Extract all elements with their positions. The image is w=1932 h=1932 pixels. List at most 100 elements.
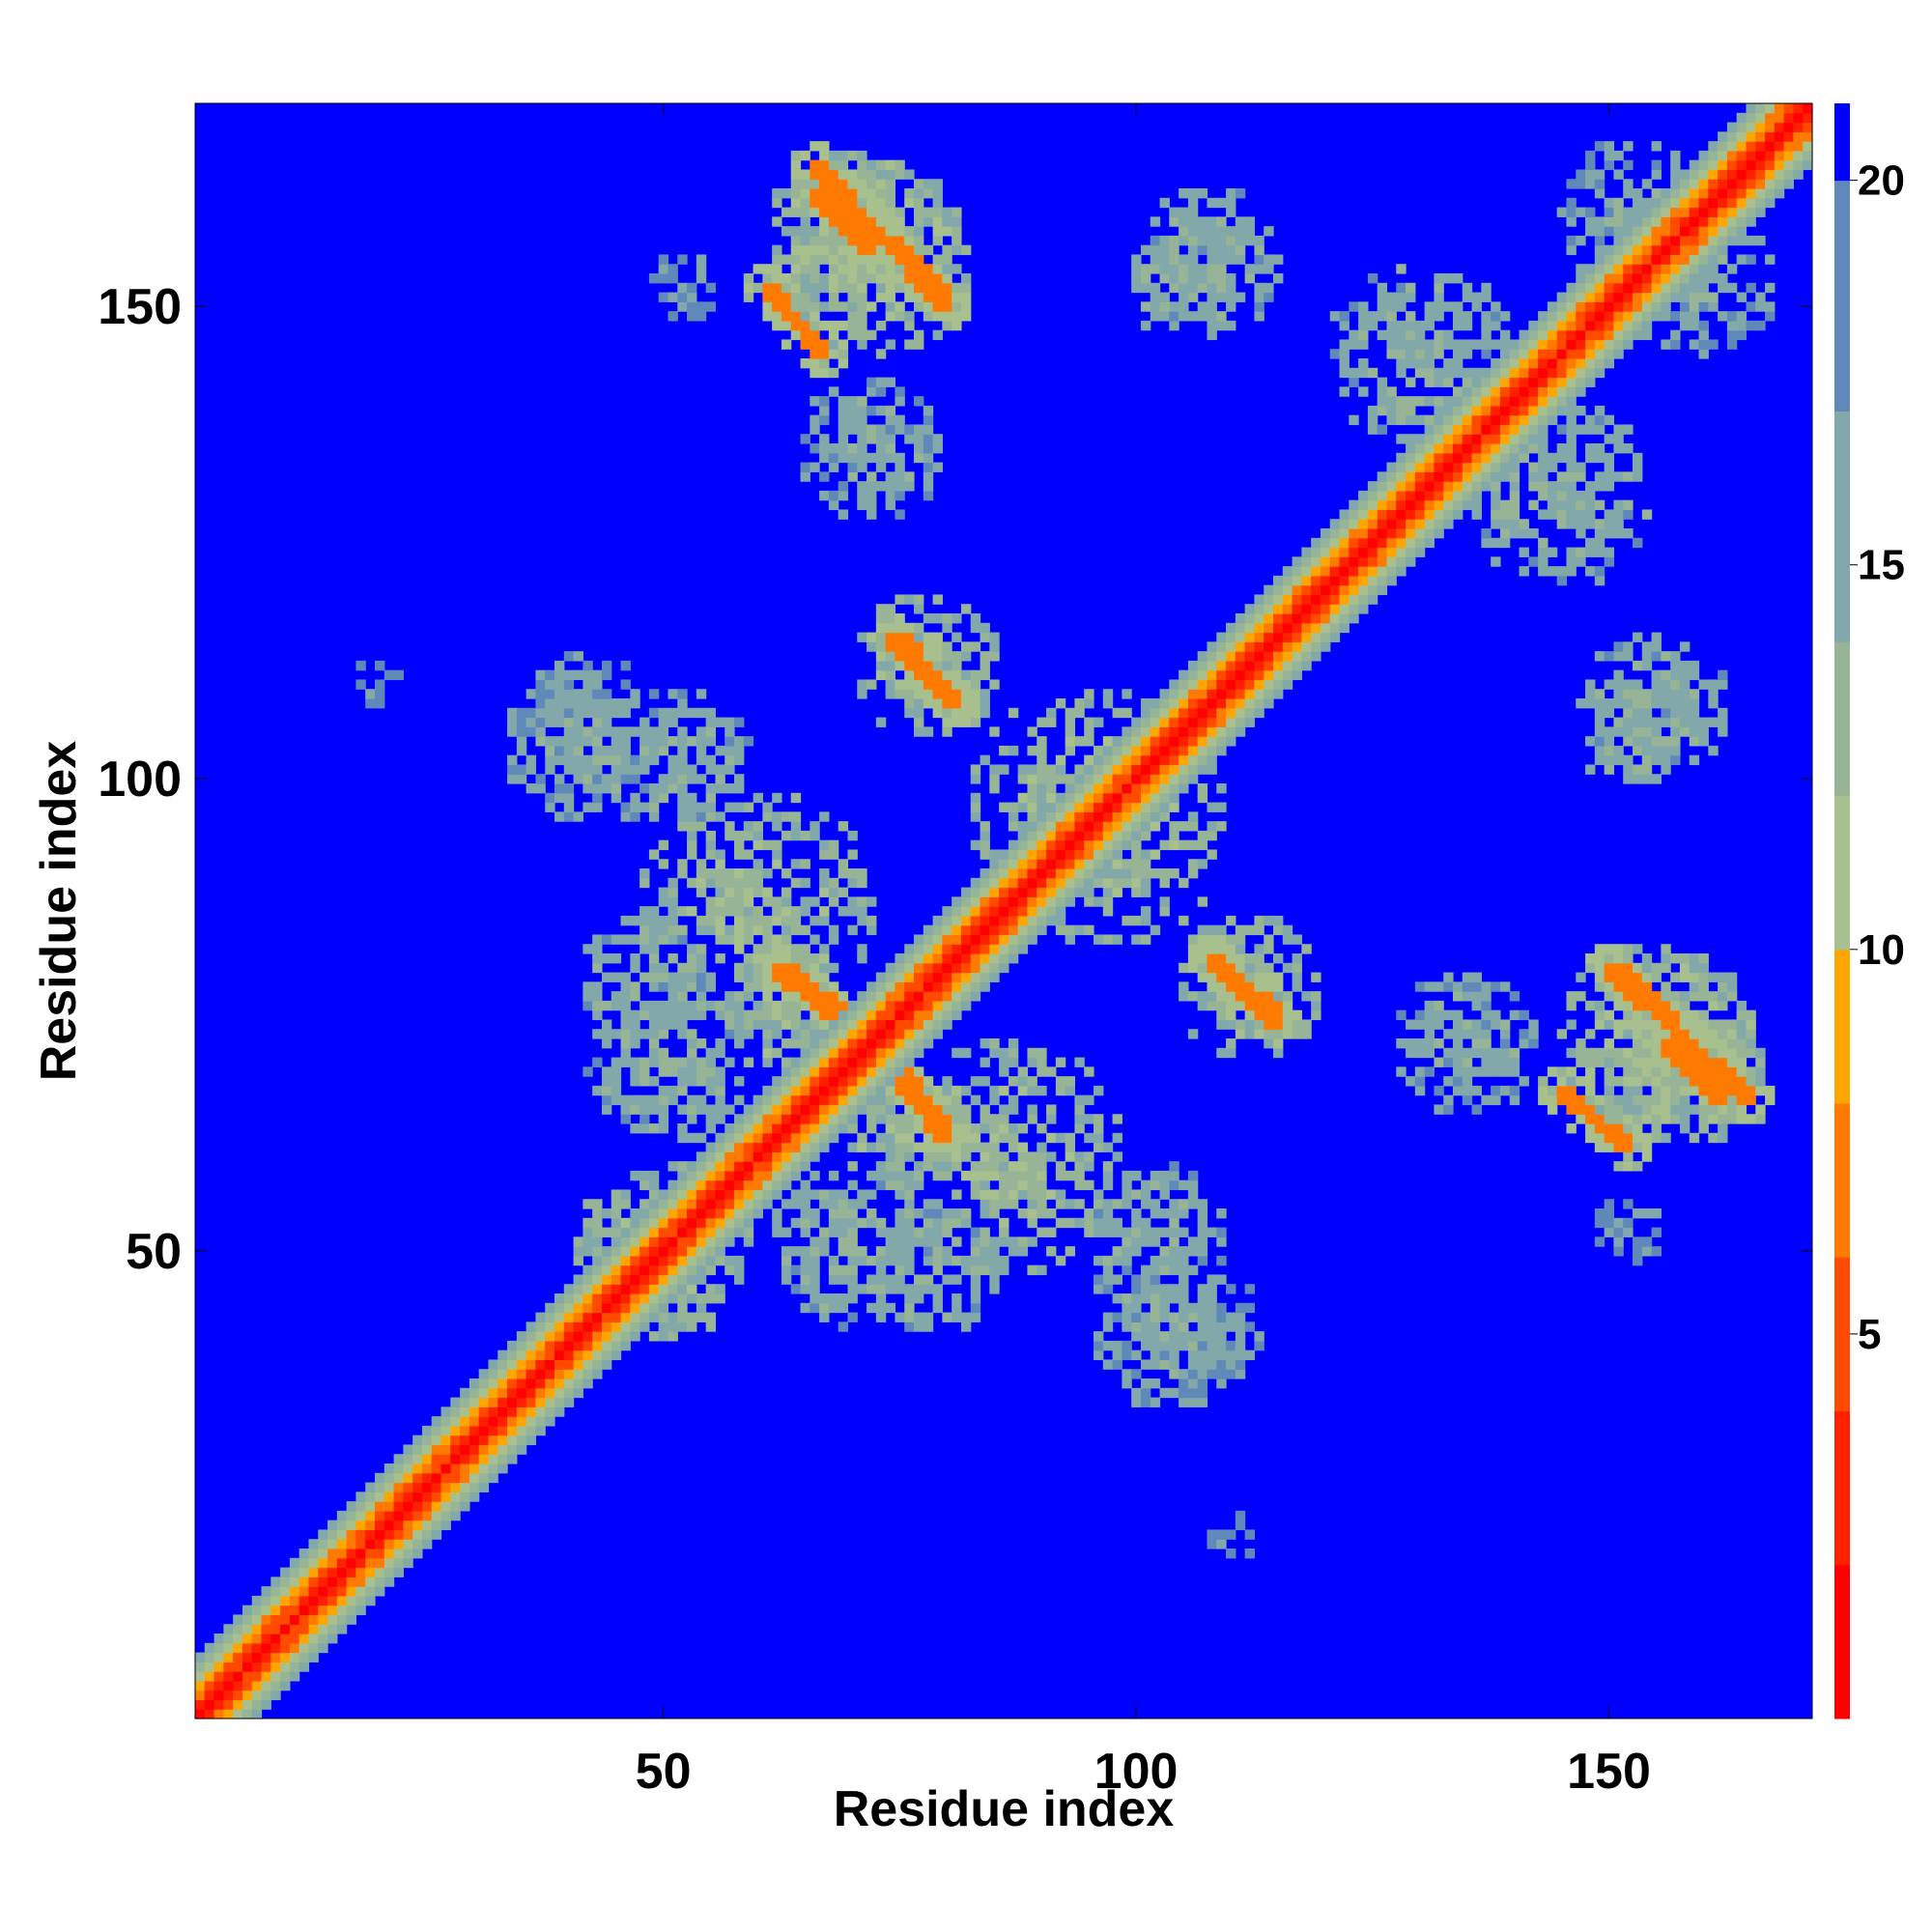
heatmap-cell	[980, 754, 990, 766]
heatmap-cell	[223, 1680, 234, 1691]
heatmap-cell	[1008, 849, 1019, 860]
heatmap-cell	[1226, 953, 1236, 964]
heatmap-cell	[885, 273, 896, 284]
heatmap-cell	[507, 707, 518, 719]
heatmap-cell	[810, 962, 820, 974]
heatmap-cell	[242, 1699, 253, 1710]
heatmap-cell	[1008, 802, 1019, 812]
heatmap-cell	[819, 434, 830, 444]
heatmap-cell	[914, 339, 924, 350]
heatmap-cell	[800, 1189, 810, 1200]
heatmap-cell	[999, 896, 1009, 907]
heatmap-cell	[1017, 1208, 1029, 1219]
heatmap-cell	[1349, 613, 1359, 624]
heatmap-cell	[875, 972, 887, 982]
heatmap-cell	[1576, 1104, 1586, 1115]
heatmap-cell	[1254, 254, 1264, 265]
heatmap-cell	[828, 499, 839, 511]
heatmap-cell	[677, 301, 688, 312]
heatmap-cell	[762, 1123, 773, 1134]
heatmap-cell	[1424, 519, 1435, 529]
heatmap-cell	[696, 1264, 707, 1276]
heatmap-cell	[810, 462, 820, 472]
heatmap-cell	[1547, 329, 1558, 341]
heatmap-cell	[790, 301, 802, 312]
heatmap-cell	[1235, 953, 1246, 964]
heatmap-cell	[213, 1709, 224, 1719]
heatmap-cell	[298, 1586, 310, 1597]
heatmap-cell	[1576, 547, 1586, 557]
heatmap-cell	[1576, 471, 1586, 482]
heatmap-cell	[639, 717, 650, 727]
heatmap-cell	[914, 254, 924, 265]
heatmap-cell	[1367, 519, 1378, 529]
heatmap-cell	[592, 707, 603, 719]
heatmap-cell	[648, 906, 660, 917]
heatmap-cell	[885, 377, 896, 387]
heatmap-cell	[336, 1586, 348, 1597]
heatmap-cell	[648, 802, 660, 812]
heatmap-cell	[1453, 386, 1463, 397]
heatmap-cell	[488, 1378, 498, 1389]
heatmap-cell	[914, 188, 924, 199]
heatmap-cell	[1471, 292, 1482, 302]
heatmap-cell	[1424, 499, 1435, 511]
heatmap-cell	[828, 462, 839, 472]
heatmap-cell	[355, 679, 366, 690]
heatmap-cell	[819, 235, 830, 246]
heatmap-cell	[1169, 264, 1179, 274]
heatmap-cell	[1396, 396, 1406, 407]
heatmap-cell	[1443, 339, 1454, 350]
heatmap-cell	[1453, 981, 1463, 992]
heatmap-cell	[1576, 490, 1586, 501]
heatmap-cell	[611, 1085, 622, 1096]
heatmap-cell	[1386, 566, 1397, 577]
heatmap-cell	[875, 159, 887, 171]
heatmap-cell	[1131, 764, 1142, 775]
heatmap-cell	[497, 1387, 508, 1399]
heatmap-cell	[705, 849, 717, 860]
heatmap-cell	[1556, 519, 1568, 529]
heatmap-cell	[298, 1652, 310, 1662]
heatmap-cell	[1499, 349, 1511, 359]
heatmap-cell	[932, 1009, 943, 1021]
heatmap-cell	[1235, 1000, 1246, 1011]
heatmap-cell	[705, 1208, 717, 1219]
heatmap-cell	[1074, 764, 1085, 775]
heatmap-cell	[611, 764, 622, 775]
heatmap-cell	[1159, 811, 1170, 822]
heatmap-cell	[914, 679, 924, 690]
heatmap-cell	[1055, 764, 1066, 775]
heatmap-cell	[885, 660, 896, 671]
heatmap-cell	[1471, 1066, 1482, 1077]
heatmap-cell	[1406, 509, 1416, 520]
heatmap-cell	[346, 1614, 357, 1625]
heatmap-cell	[705, 282, 717, 294]
heatmap-cell	[1414, 981, 1426, 992]
heatmap-cell	[355, 1605, 366, 1616]
heatmap-cell	[1367, 537, 1378, 549]
heatmap-cell	[346, 1529, 357, 1540]
heatmap-cell	[1453, 405, 1463, 416]
heatmap-cell	[753, 1142, 763, 1152]
heatmap-cell	[715, 1000, 725, 1011]
heatmap-cell	[772, 1151, 782, 1162]
heatmap-cell	[724, 726, 735, 737]
heatmap-cell	[847, 244, 858, 256]
heatmap-cell	[1046, 868, 1057, 879]
heatmap-cell	[1386, 481, 1397, 492]
heatmap-cell	[1074, 821, 1085, 832]
heatmap-cell	[810, 821, 820, 832]
heatmap-cell	[1027, 1170, 1037, 1181]
heatmap-cell	[1566, 509, 1577, 520]
heatmap-cell	[554, 1387, 565, 1399]
heatmap-cell	[1094, 877, 1104, 889]
heatmap-cell	[1301, 641, 1312, 652]
heatmap-cell	[261, 1690, 271, 1701]
heatmap-cell	[989, 887, 1000, 897]
heatmap-cell	[715, 1189, 725, 1200]
heatmap-cell	[1169, 1264, 1179, 1276]
heatmap-cell	[668, 764, 678, 775]
heatmap-cell	[545, 1321, 555, 1332]
heatmap-cell	[308, 1605, 319, 1616]
